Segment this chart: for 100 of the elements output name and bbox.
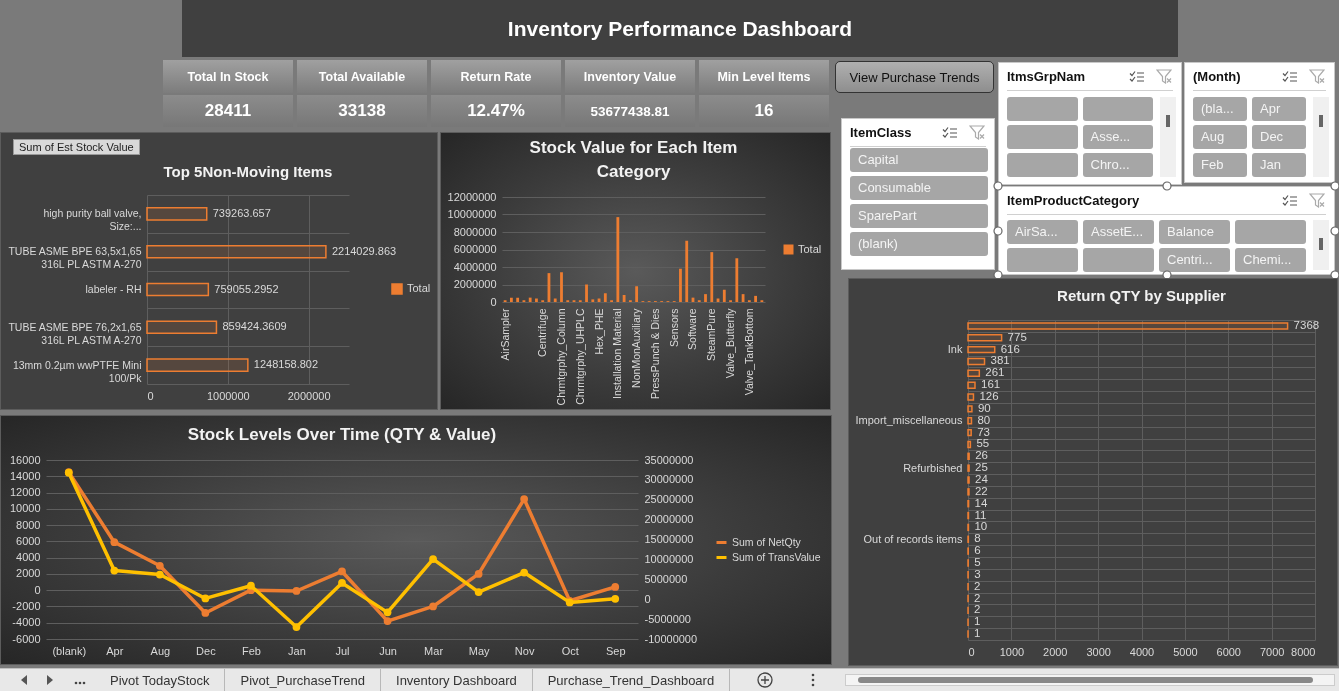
x-tick-label: Valve_Butterfly <box>724 307 737 379</box>
bar <box>967 322 1289 330</box>
bar <box>516 297 520 302</box>
x-tick-label: 5000 <box>1173 645 1198 658</box>
bar <box>146 282 210 297</box>
x-tick-label: AirSampler <box>498 308 511 361</box>
filter-button: Dec <box>1252 125 1306 149</box>
data-label: 25 <box>975 461 988 474</box>
y2-tick-label: -5000000 <box>644 612 691 625</box>
y-tick-label: 6000000 <box>453 243 497 255</box>
bar <box>146 320 218 335</box>
point <box>611 583 620 591</box>
bar <box>535 298 538 302</box>
y-tick-label: TUBE ASME BPE 63,5x1,65 316L PL ASTM A-270 <box>8 245 142 271</box>
point <box>383 617 392 625</box>
y-tick-label: 10000000 <box>447 208 497 220</box>
filter-button: Feb <box>1193 153 1247 177</box>
bar <box>967 440 972 449</box>
y2-tick-label: 5000000 <box>644 572 688 585</box>
x-tick-label: Jul <box>335 644 350 657</box>
y-tick-label: 13mm 0.2µm wwPTFE Mini 100/Pk <box>12 358 143 384</box>
data-label: 161 <box>980 378 1001 391</box>
point <box>247 581 255 590</box>
category-label: Return Rate <box>431 60 561 93</box>
y2-tick-label: 10000000 <box>644 552 694 565</box>
bar <box>967 393 975 401</box>
data-label: 739263.657 <box>212 206 271 219</box>
bar <box>553 298 557 302</box>
legend-label: Total <box>798 242 822 255</box>
y-tick-label: 0 <box>490 295 497 308</box>
bar <box>528 297 532 302</box>
card: Return Rate 12.47% <box>431 60 561 127</box>
point <box>338 579 346 587</box>
y-tick-label: 10000 <box>9 502 41 515</box>
y2-tick-label: 30000000 <box>644 473 694 486</box>
bar <box>710 252 714 302</box>
x-tick-label: 4000 <box>1129 645 1155 658</box>
data-label: 55 <box>976 437 990 450</box>
y-tick-label: TUBE ASME BPE 76,2x1,65 316L PL ASTM A-270 <box>8 320 142 346</box>
filter-button: Consumable <box>850 176 988 200</box>
bar <box>509 297 513 302</box>
data-label: 3 <box>974 567 981 580</box>
x-tick-label: (blank) <box>52 644 87 657</box>
y2-tick-label: 0 <box>644 592 651 605</box>
filter-button: Asse... <box>1082 125 1153 149</box>
bar <box>967 428 972 437</box>
text: (Month) <box>1193 69 1241 84</box>
y-tick-label: 12000 <box>9 486 41 499</box>
card: Inventory Value 53677438.81 <box>565 60 695 127</box>
chart-title: Top 5Non-Moving Items <box>163 163 333 180</box>
bar <box>967 334 1003 342</box>
data-label: 90 <box>977 401 991 414</box>
y-tick-label: 16000 <box>9 453 41 466</box>
bar <box>146 207 208 221</box>
x-tick-label: Hex_PHE <box>592 308 605 355</box>
point <box>338 567 346 576</box>
x-tick-label: NonMonAuxiliary <box>630 307 643 388</box>
y-tick-label: 14000 <box>9 469 41 482</box>
bar <box>603 293 607 302</box>
filter-button: (blank) <box>850 232 988 256</box>
chart-title: Stock Value for Each Item Category <box>529 138 738 181</box>
y-tick-label: 2000 <box>16 567 41 580</box>
y-tick-label: -4000 <box>12 616 41 629</box>
x-tick-label: Aug <box>150 644 171 657</box>
point <box>292 587 301 595</box>
x-tick-label: 0 <box>968 645 975 658</box>
x-tick-label: SteamPure <box>705 308 718 362</box>
y-tick-label: -2000 <box>12 599 41 612</box>
bar <box>616 217 620 302</box>
data-label: 5 <box>974 555 981 568</box>
bar <box>560 272 563 302</box>
y-tick-label: 2000000 <box>453 278 497 290</box>
legend-label: Sum of NetQty <box>732 535 802 548</box>
category-label: Inventory Value <box>565 60 695 93</box>
category-label: Total Available <box>297 60 427 93</box>
data-label: 6 <box>974 544 981 557</box>
x-tick-label: Centrifuge <box>536 308 549 357</box>
point <box>429 555 437 563</box>
filter-button: SparePart <box>850 204 988 228</box>
y2-tick-label: 20000000 <box>644 513 694 526</box>
bar <box>585 284 588 302</box>
y-tick-label: Out of records items <box>863 532 963 545</box>
x-tick-label: 2000 <box>1043 645 1068 658</box>
data-label: 2 <box>974 603 981 616</box>
point <box>201 594 210 603</box>
y-tick-label: 8000 <box>16 518 41 531</box>
bar <box>967 345 996 354</box>
y-tick-label: 8000000 <box>453 225 497 238</box>
text: ItemProductCategory <box>1007 193 1140 208</box>
category-label: Pivot TodayStock <box>95 669 226 691</box>
x-tick-label: 2000000 <box>287 389 331 402</box>
data-label: 11 <box>974 508 987 521</box>
legend-label: Sum of TransValue <box>732 550 821 563</box>
data-label: 775 <box>1007 330 1027 343</box>
category-label: Pivot_PurchaseTrend <box>225 669 382 691</box>
x-tick-label: Oct <box>561 644 579 657</box>
data-label: 73 <box>977 425 990 438</box>
y-tick-label: Refurbished <box>903 461 963 474</box>
y-tick-label: -6000 <box>12 632 41 645</box>
card: Min Level Items 16 <box>699 60 829 127</box>
